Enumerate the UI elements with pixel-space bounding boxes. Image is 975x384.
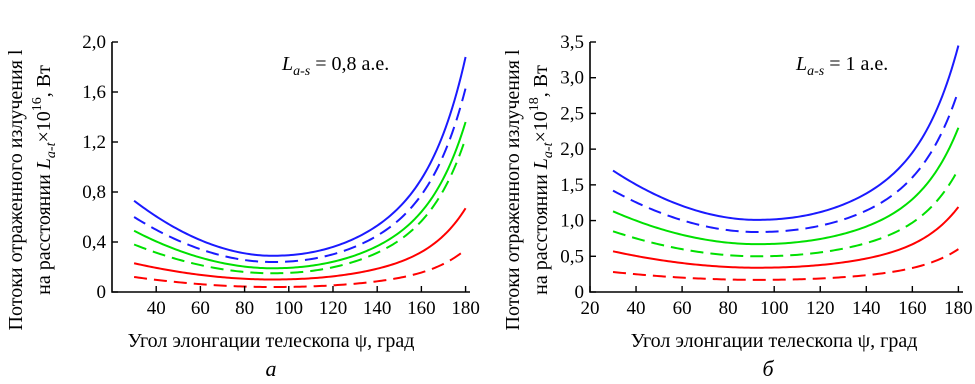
series-line-a-2 [133,87,467,264]
x-tick-label: 140 [363,298,392,319]
panel-label-a: а [266,356,277,381]
y-tick-label: 0 [575,282,585,303]
series-line-b-1 [612,45,960,221]
x-tick-label: 40 [627,298,646,319]
y-tick-label: 0,5 [560,246,584,267]
x-tick-label: 100 [760,298,789,319]
series-line-a-3 [133,121,467,270]
y-tick-label: 3,0 [560,68,584,89]
series-line-b-5 [612,206,960,269]
x-tick-label: 180 [451,298,480,319]
y-tick-label: 0,8 [82,182,106,203]
x-tick-label: 160 [407,298,436,319]
ticks-b: 20 40 60 80 100 120 140 160 180 0 0,5 1,0 1,5 2,0 2,5 3… [560,32,972,319]
x-tick-label: 60 [673,298,692,319]
y-tick-label: 2,5 [560,103,584,124]
curves-a [133,56,467,288]
x-tick-label: 40 [147,298,166,319]
series-line-a-1 [133,56,467,257]
svg-text:Потоки отраженного излучения l: Потоки отраженного излучения l [5,49,27,330]
x-tick-label: 120 [319,298,348,319]
x-tick-label: 80 [719,298,738,319]
svg-text:на расстоянии La-t×1016, Вт: на расстоянии La-t×1016, Вт [30,65,59,295]
y-tick-label: 0 [97,282,107,303]
y-axis-label-b: Потоки отраженного излучения l [502,49,524,330]
annotation-b: La-s = 1 а.е. [795,53,888,79]
x-tick-label: 140 [852,298,881,319]
x-tick-label: 100 [275,298,304,319]
panel-label-b: б [762,356,774,381]
chart-panel-a: 40 60 80 100 120 140 160 180 0 0,4 0,8 1,2 1,6 2,0 La… [5,32,480,381]
series-line-a-6 [133,248,467,288]
x-tick-label: 120 [806,298,835,319]
y-axis-label-a: Потоки отраженного излучения l [5,49,27,330]
ticks-a: 40 60 80 100 120 140 160 180 0 0,4 0,8 1,2 1,6 2,0 [82,32,480,319]
y-tick-label: 2,0 [82,32,106,53]
y-axis-label-a-line2: на расстоянии La-t×1016, Вт [30,65,59,295]
y-axis-label-b-line2: на расстоянии La-t×1018, Вт [527,65,556,295]
x-tick-label: 20 [581,298,600,319]
series-line-b-3 [612,127,960,246]
axes-b [589,42,963,293]
y-tick-label: 1,5 [560,175,584,196]
y-tick-label: 1,6 [82,82,106,103]
series-line-a-4 [133,137,467,275]
y-tick-label: 3,5 [560,32,584,53]
x-tick-label: 60 [191,298,210,319]
annotation-a: La-s = 0,8 а.е. [281,53,389,79]
x-tick-label: 80 [235,298,254,319]
chart-panel-b: 20 40 60 80 100 120 140 160 180 0 0,5 1,0 1,5 2,0 2,5 3… [502,32,973,381]
x-tick-label: 180 [944,298,973,319]
y-tick-label: 2,0 [560,139,584,160]
y-tick-label: 0,4 [82,232,106,253]
x-tick-label: 160 [898,298,927,319]
x-axis-label-b: Угол элонгации телескопа ψ, град [631,330,918,352]
svg-text:Потоки отраженного излучения l: Потоки отраженного излучения l [502,49,524,330]
svg-text:на расстоянии La-t×1018, Вт: на расстоянии La-t×1018, Вт [527,65,556,295]
curves-b [612,45,960,281]
series-line-a-5 [133,207,467,281]
series-line-b-6 [612,248,959,281]
axis-line-b [589,42,963,293]
y-tick-label: 1,0 [560,211,584,232]
y-tick-label: 1,2 [82,132,106,153]
series-line-b-2 [612,90,960,233]
x-axis-label-a: Угол элонгации телескопа ψ, град [128,330,415,352]
